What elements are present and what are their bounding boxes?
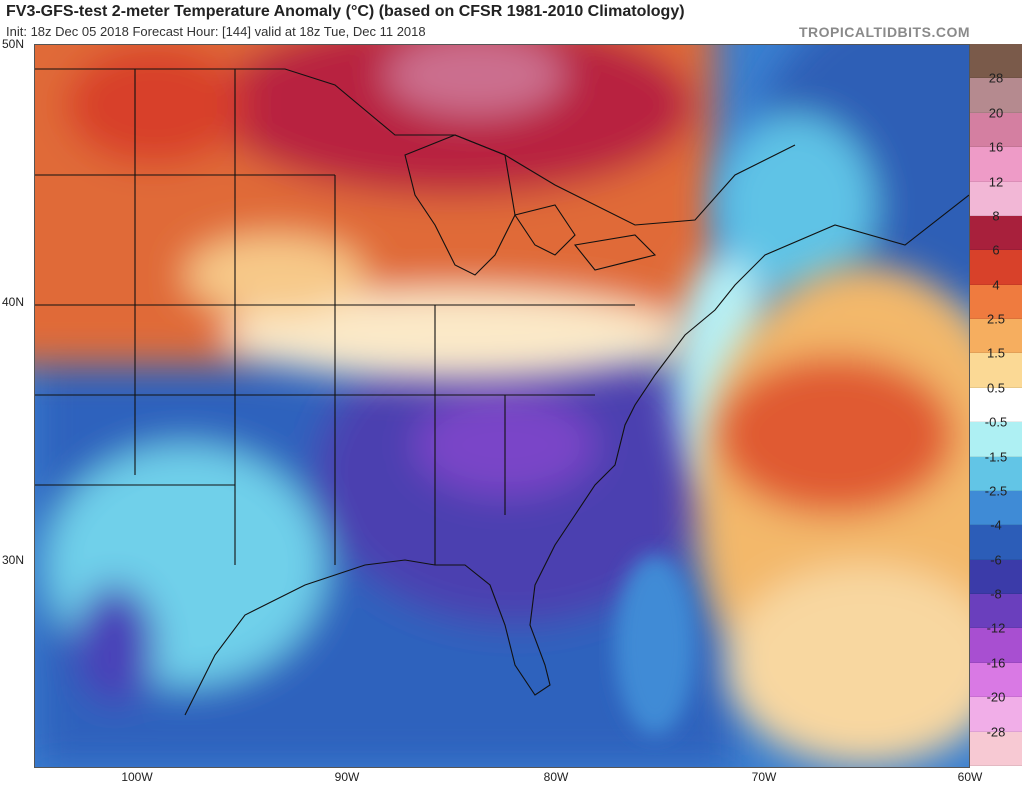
color-scale-label: -16 (986, 655, 1006, 671)
maritimes-cool (715, 115, 875, 295)
mexico-cold-region (75, 585, 155, 705)
great-lakes-warm-region (215, 45, 695, 195)
atlantic-south-mild (725, 565, 969, 765)
color-scale-label: -2.5 (984, 483, 1008, 499)
color-scale-label: -6 (990, 552, 1002, 568)
us-east-coastline (184, 194, 969, 716)
color-scale-swatch (970, 559, 1022, 595)
color-scale-label: 4 (992, 277, 1000, 293)
color-scale-swatch (970, 44, 1022, 79)
color-scale-label: -12 (986, 620, 1006, 636)
color-scale-swatch (970, 422, 1022, 457)
color-scale-label: -1.5 (984, 449, 1008, 465)
site-brand: TROPICALTIDBITS.COM (798, 24, 970, 40)
color-scale-swatch (970, 181, 1022, 216)
midwest-mild-region (185, 235, 365, 315)
map-canvas (35, 45, 969, 767)
color-scale-label: -20 (986, 689, 1006, 705)
color-scale-swatch (970, 112, 1022, 148)
color-scale-label: -8 (990, 586, 1002, 602)
color-scale-label: 2.5 (986, 311, 1006, 327)
color-scale-swatch (970, 525, 1022, 560)
color-scale-swatch (970, 490, 1022, 526)
color-scale-label: 12 (988, 174, 1004, 190)
ohio-valley-neutral (225, 290, 685, 380)
color-scale-swatch (970, 387, 1022, 423)
color-scale-swatch (970, 697, 1022, 732)
lat-label-40n: 40N (2, 295, 25, 309)
color-scale-swatch (970, 215, 1022, 251)
color-scale-swatch (970, 78, 1022, 113)
ontario-warm-region (385, 45, 565, 115)
color-scale-swatch (970, 662, 1022, 698)
color-scale-swatch (970, 628, 1022, 663)
color-scale-swatch (970, 731, 1022, 766)
color-scale-label: 20 (988, 105, 1004, 121)
plains-warm-region (65, 45, 245, 165)
color-scale-label: -28 (986, 724, 1006, 740)
color-scale-swatch (970, 456, 1022, 491)
lat-label-30n: 30N (2, 553, 25, 567)
color-scale-label: 28 (988, 70, 1004, 86)
color-scale-label: 1.5 (986, 345, 1006, 361)
color-scale-label: 8 (992, 208, 1000, 224)
map-boundaries (35, 68, 969, 716)
forecast-info: Init: 18z Dec 05 2018 Forecast Hour: [14… (6, 24, 426, 39)
lon-label-70w: 70W (751, 770, 777, 784)
lat-label-50n: 50N (2, 37, 25, 51)
color-scale-swatch (970, 250, 1022, 285)
color-scale-legend: 28 20 16 12 8 6 4 2.5 1.5 0.5 -0.5 -1.5 -2.5 -4 -6 -8 -1… (970, 44, 1022, 766)
lon-label-80w: 80W (543, 770, 569, 784)
canada-border (35, 68, 796, 226)
lon-label-60w: 60W (957, 770, 983, 784)
lon-label-100w: 100W (121, 770, 153, 784)
color-scale-swatch (970, 284, 1022, 320)
color-scale-swatch (970, 353, 1022, 388)
color-scale-label: 6 (992, 242, 1000, 258)
color-scale-swatch (970, 147, 1022, 182)
color-scale-swatch (970, 319, 1022, 354)
chart-title: FV3-GFS-test 2-meter Temperature Anomaly… (6, 3, 685, 20)
color-scale-swatch (970, 594, 1022, 629)
lon-label-90w: 90W (334, 770, 360, 784)
color-scale-label: -4 (990, 517, 1002, 533)
color-scale-label: 16 (988, 139, 1004, 155)
anomaly-map (34, 44, 970, 768)
color-scale-label: 0.5 (986, 380, 1006, 396)
color-scale-label: -0.5 (984, 414, 1008, 430)
bahamas-cool (615, 555, 695, 735)
atlantic-warm-region (715, 355, 955, 515)
